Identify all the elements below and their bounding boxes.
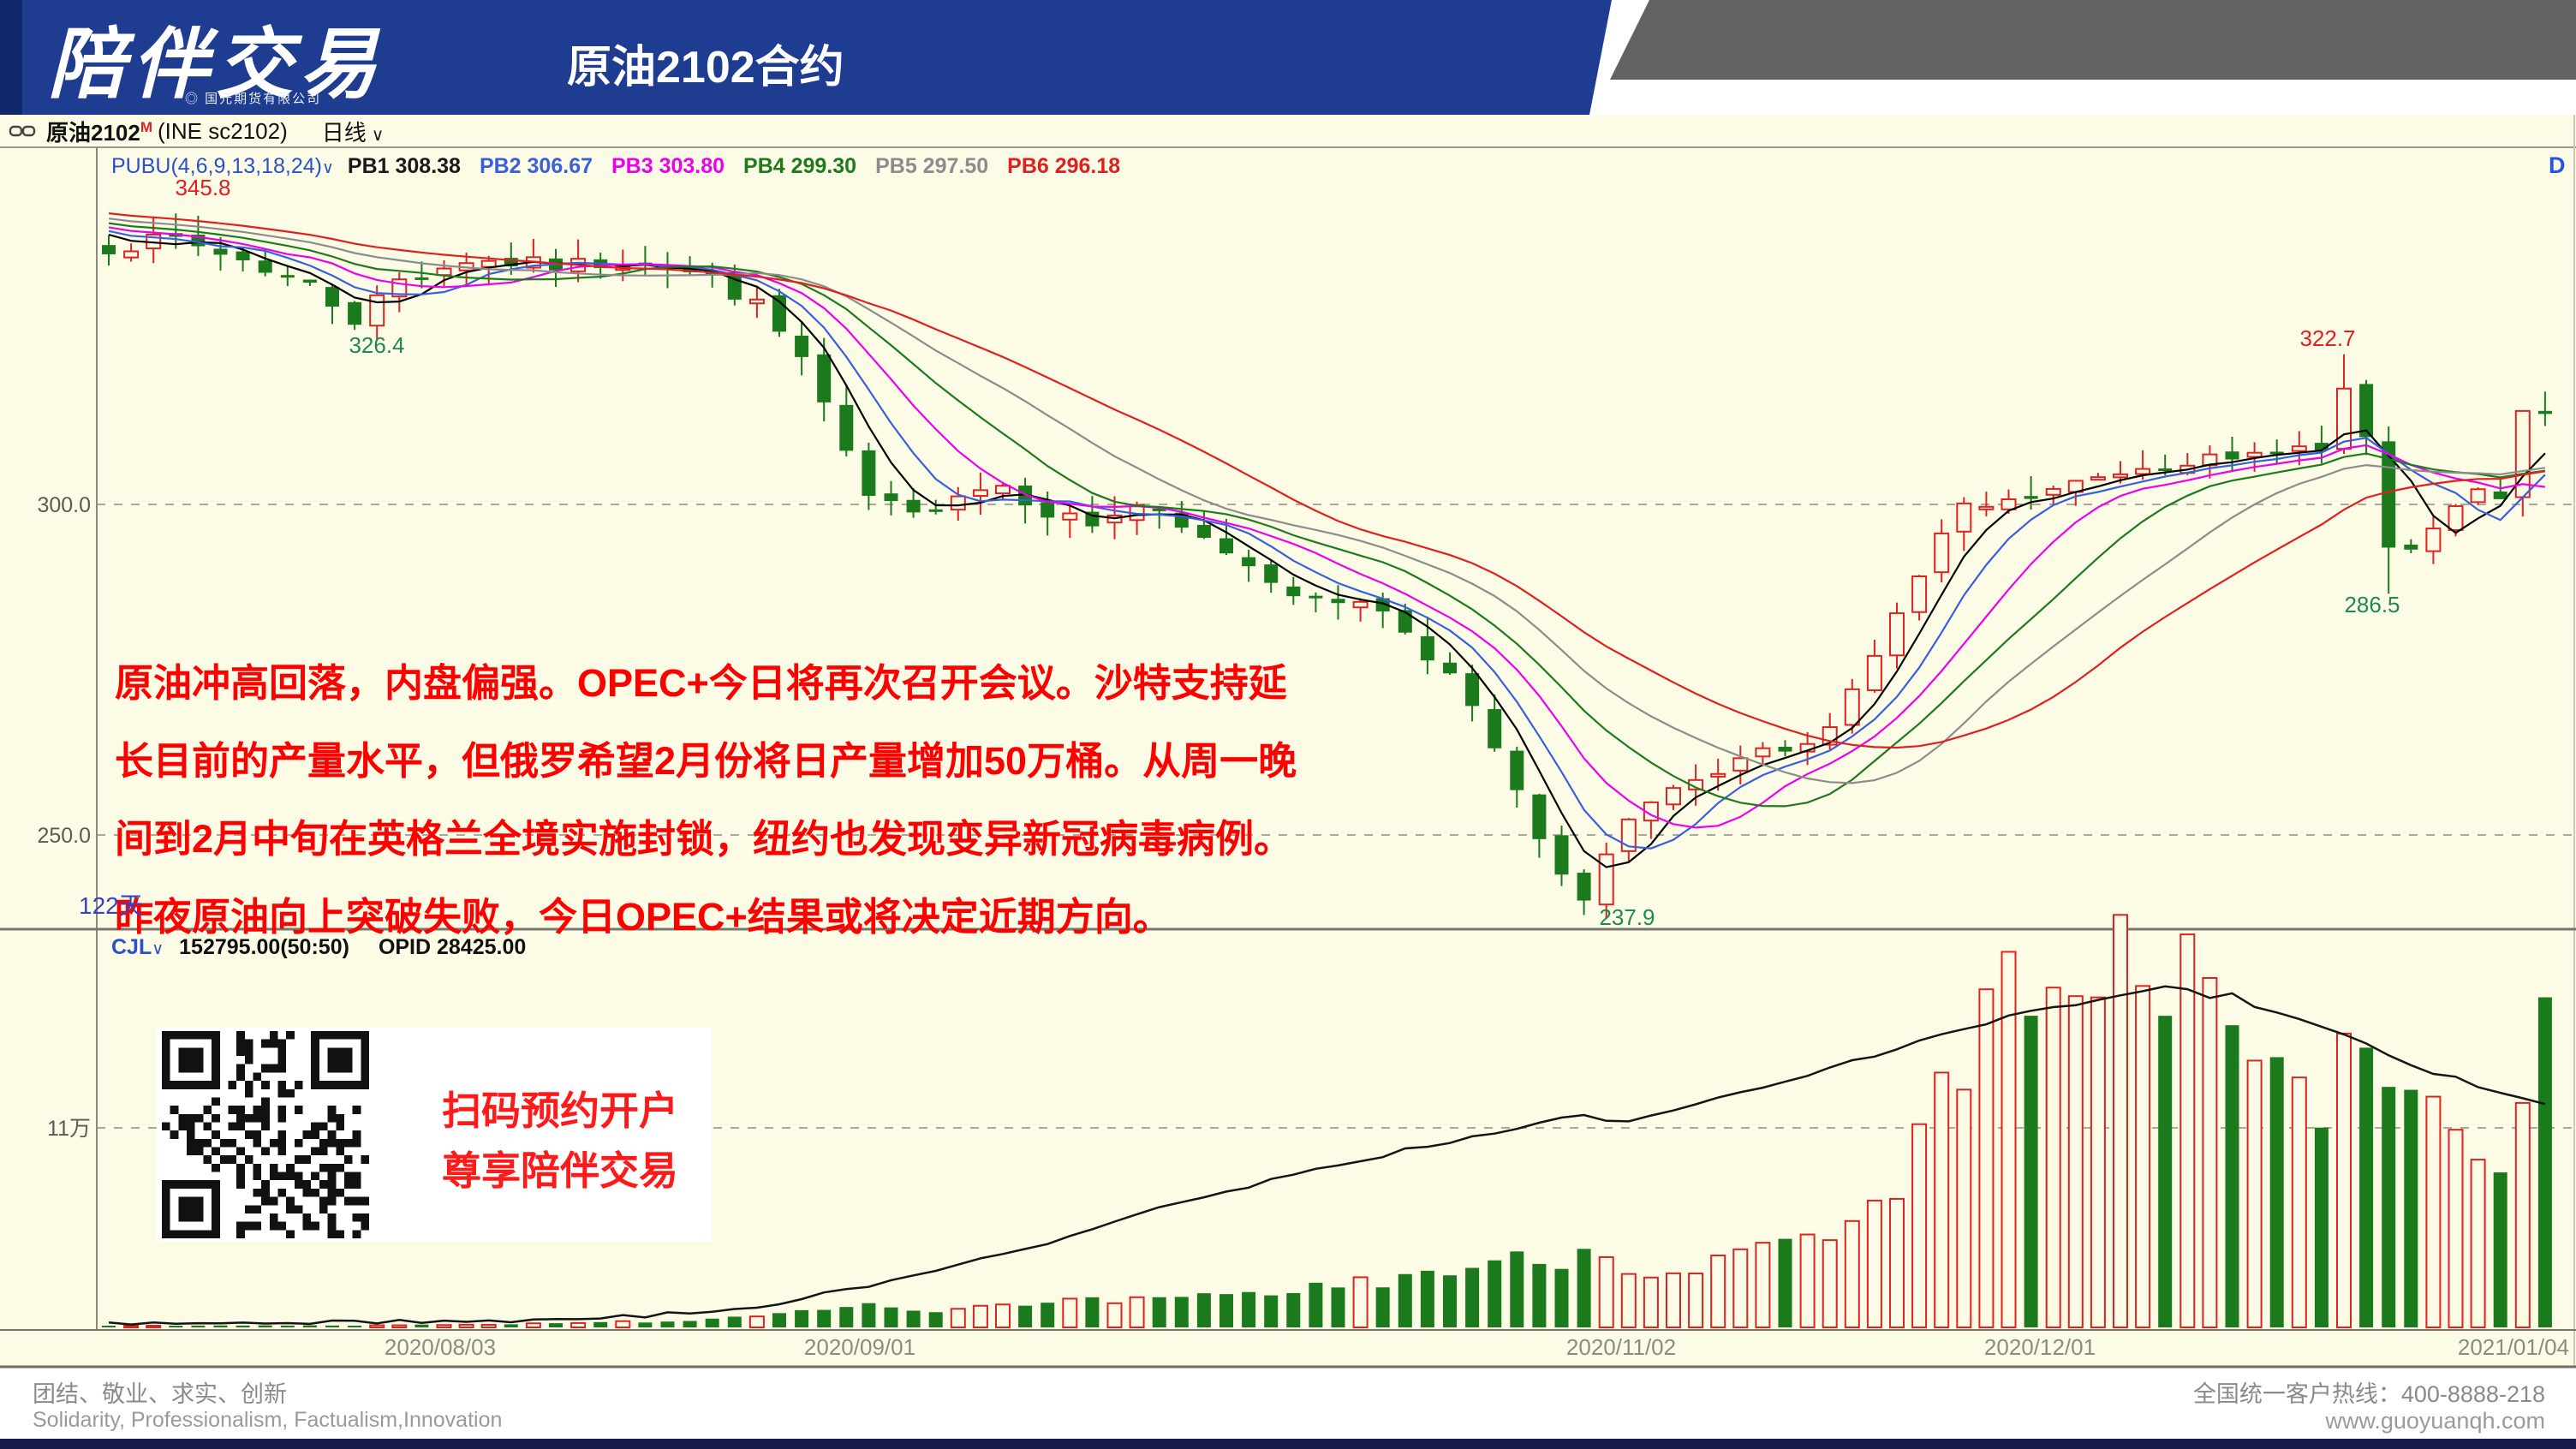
footer-motto-cn: 团结、敬业、求实、创新 — [33, 1381, 287, 1407]
chevron-down-icon: ∨ — [321, 159, 334, 177]
volume-value: 152795.00(50:50) — [179, 935, 349, 959]
promo-line-2: 尊享陪伴交易 — [442, 1148, 678, 1193]
header: 陪伴交易 ◎ 国元期货有限公司 原油2102合约 — [0, 0, 2576, 115]
svg-text:11万: 11万 — [47, 1117, 91, 1141]
qr-code — [162, 1031, 369, 1238]
indicator-value-pb6: PB6 296.18 — [1007, 154, 1121, 178]
promo-line-1: 扫码预约开户 — [442, 1088, 678, 1133]
analyst-commentary: 原油冲高回落，内盘偏强。OPEC+今日将再次召开会议。沙特支持延 长目前的产量水平… — [115, 644, 1297, 956]
instrument-code: (INE sc2102) — [158, 117, 288, 144]
instrument-selector[interactable]: 原油2102M — [46, 118, 153, 146]
open-interest-value: OPID 28425.00 — [378, 935, 527, 959]
svg-text:286.5: 286.5 — [2344, 592, 2400, 617]
volume-indicator-dropdown[interactable]: CJL — [111, 935, 152, 959]
x-axis: 2020/08/03 2020/09/01 2020/11/02 2020/12/01… — [0, 1333, 2576, 1367]
svg-text:300.0: 300.0 — [37, 493, 91, 517]
header-gray-band — [1610, 0, 2576, 80]
header-blue-band — [0, 0, 1612, 115]
svg-text:326.4: 326.4 — [349, 332, 404, 358]
indicator-value-pb1: PB1 308.38 — [347, 154, 461, 178]
x-axis-date: 2020/11/02 — [1565, 1334, 1677, 1360]
promo-card: 扫码预约开户 尊享陪伴交易 — [157, 1028, 712, 1242]
indicator-row: PUBU(4,6,9,13,18,24)∨ PB1 308.38 PB2 306.6… — [111, 154, 1139, 179]
commentary-line: 间到2月中旬在英格兰全境实施封锁，纽约也发现变异新冠病毒病例。 — [115, 817, 1293, 861]
chevron-down-icon: ∨ — [152, 940, 164, 958]
right-edge-char: D — [2549, 152, 2566, 178]
footer-motto-en: Solidarity, Professionalism, Factualism,… — [33, 1408, 503, 1432]
header-left-strip — [0, 0, 22, 115]
promo-text: 扫码预约开户 尊享陪伴交易 — [410, 1081, 710, 1201]
svg-text:345.8: 345.8 — [175, 175, 230, 200]
brand-logo: 陪伴交易 — [48, 19, 384, 110]
indicator-value-pb5: PB5 297.50 — [875, 154, 989, 178]
indicator-value-pb4: PB4 299.30 — [743, 154, 857, 178]
svg-text:237.9: 237.9 — [1599, 904, 1655, 930]
commentary-line: 昨夜原油向上突破失败，今日OPEC+结果或将决定近期方向。 — [115, 895, 1172, 939]
indicator-value-pb2: PB2 306.67 — [479, 154, 593, 178]
volume-indicator-row: CJL∨ 152795.00(50:50) OPID 28425.00 — [111, 935, 526, 960]
x-axis-date: 2021/01/04 — [2457, 1334, 2569, 1360]
chevron-down-icon: ∨ — [371, 125, 385, 145]
days-count-label: 122天 — [79, 892, 143, 919]
x-axis-date: 2020/12/01 — [1983, 1334, 2096, 1360]
page-title: 原油2102合约 — [567, 43, 844, 92]
main-contract-flag: M — [140, 118, 153, 135]
svg-text:322.7: 322.7 — [2299, 325, 2355, 351]
link-icon[interactable] — [9, 122, 36, 140]
period-selector[interactable]: 日线 ∨ — [321, 119, 385, 146]
footer-bottom-bar — [0, 1439, 2576, 1449]
indicator-values: PB1 308.38 PB2 306.67 PB3 303.80 PB4 299.30… — [348, 154, 1139, 178]
svg-text:250.0: 250.0 — [37, 824, 91, 848]
x-axis-date: 2020/08/03 — [384, 1334, 497, 1360]
commentary-line: 原油冲高回落，内盘偏强。OPEC+今日将再次召开会议。沙特支持延 — [115, 661, 1287, 705]
indicator-value-pb3: PB3 303.80 — [611, 154, 725, 178]
chart-toolbar: 原油2102M (INE sc2102) 日线 ∨ — [0, 115, 2576, 147]
footer-website[interactable]: www.guoyuanqh.com — [2325, 1408, 2545, 1434]
brand-logo-subtitle: ◎ 国元期货有限公司 — [185, 92, 322, 106]
x-axis-date: 2020/09/01 — [803, 1334, 916, 1360]
commentary-line: 长目前的产量水平，但俄罗希望2月份将日产量增加50万桶。从周一晚 — [115, 739, 1297, 783]
indicator-dropdown[interactable]: PUBU(4,6,9,13,18,24) — [111, 154, 322, 178]
footer-hotline: 全国统一客户热线：400-8888-218 — [2192, 1381, 2545, 1407]
